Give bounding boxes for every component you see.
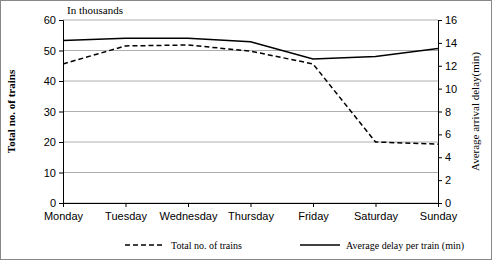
tick-mark xyxy=(59,51,63,52)
tick-label: 12 xyxy=(445,60,457,72)
tick: 0 xyxy=(438,197,451,209)
tick-label: 10 xyxy=(445,83,457,95)
tick-label: Wednesday xyxy=(160,210,218,222)
line-series xyxy=(63,45,438,144)
tick: Tuesday xyxy=(105,203,147,222)
tick-mark xyxy=(438,134,442,135)
tick-label: 14 xyxy=(445,37,457,49)
tick-label: 0 xyxy=(50,197,56,209)
tick-mark xyxy=(59,112,63,113)
tick-label: Friday xyxy=(298,210,329,222)
tick-mark xyxy=(438,180,442,181)
tick-label: Monday xyxy=(44,210,84,222)
tick-label: Sunday xyxy=(420,210,458,222)
frame xyxy=(1,1,492,260)
tick-mark xyxy=(251,203,252,207)
tick: 40 xyxy=(44,75,63,87)
legend: Total no. of trains Average delay per tra… xyxy=(125,240,464,252)
tick: 10 xyxy=(44,167,63,179)
legend-label: Average delay per train (min) xyxy=(346,240,464,252)
tick-mark xyxy=(126,203,127,207)
legend-swatch xyxy=(125,244,165,246)
tick: Sunday xyxy=(420,203,458,222)
y-axis: 0 10 20 30 40 50 60 xyxy=(44,14,64,209)
tick-mark xyxy=(59,173,63,174)
tick-mark xyxy=(59,20,63,21)
tick: 8 xyxy=(438,106,451,118)
tick-label: Thursday xyxy=(228,210,274,222)
plot-area xyxy=(63,38,438,144)
x-axis: Monday Tuesday Wednesday Thursday Friday Satu… xyxy=(44,203,458,222)
tick-label: 20 xyxy=(44,136,56,148)
annotation: In thousands xyxy=(67,4,123,16)
tick-label: 16 xyxy=(445,14,457,26)
tick-label: 30 xyxy=(44,106,56,118)
tick-mark xyxy=(438,203,439,207)
tick: 16 xyxy=(438,14,457,26)
tick-label: 50 xyxy=(44,45,56,57)
tick: Wednesday xyxy=(160,203,218,222)
axis-line xyxy=(64,204,439,208)
tick: 50 xyxy=(44,45,63,57)
tick-mark xyxy=(438,112,442,113)
tick-mark xyxy=(438,157,442,158)
axis-line xyxy=(439,21,443,204)
tick-mark xyxy=(313,203,314,207)
tick: Thursday xyxy=(228,203,274,222)
legend-swatch xyxy=(300,244,340,246)
tick: Monday xyxy=(44,203,84,222)
legend-item: Total no. of trains xyxy=(125,240,242,251)
tick-mark xyxy=(59,81,63,82)
tick: 30 xyxy=(44,106,63,118)
y-axis-title: Total no. of trains xyxy=(5,69,17,153)
grid-line xyxy=(63,111,438,112)
tick: 0 xyxy=(50,197,63,209)
grid-line xyxy=(63,20,438,21)
tick-mark xyxy=(188,203,189,207)
line-series xyxy=(63,38,438,59)
tick: 10 xyxy=(438,83,457,95)
tick-label: 60 xyxy=(44,14,56,26)
tick-label: Tuesday xyxy=(105,210,147,222)
tick-label: 10 xyxy=(44,167,56,179)
tick: 60 xyxy=(44,14,63,26)
tick: 2 xyxy=(438,174,451,186)
tick: Saturday xyxy=(354,203,399,222)
tick: 4 xyxy=(438,151,451,163)
y2-axis: 0 2 4 6 8 10 12 14 16 xyxy=(438,14,457,209)
chart: 0 10 20 30 40 50 60 0 2 4 6 8 10 12 14 16 Monday Tuesday W… xyxy=(0,0,493,261)
legend-item: Average delay per train (min) xyxy=(300,240,464,252)
tick: 6 xyxy=(438,128,451,140)
tick-mark xyxy=(59,203,63,204)
axis-line xyxy=(59,21,64,204)
tick-mark xyxy=(438,66,442,67)
tick-mark xyxy=(438,89,442,90)
tick-mark xyxy=(63,203,64,207)
tick-mark xyxy=(438,20,442,21)
legend-label: Total no. of trains xyxy=(171,240,242,251)
grid-line xyxy=(63,81,438,82)
tick: 14 xyxy=(438,37,457,49)
tick-label: 4 xyxy=(445,151,451,163)
tick-label: Saturday xyxy=(354,210,399,222)
tick: 20 xyxy=(44,136,63,148)
tick: 12 xyxy=(438,60,457,72)
y2-axis-title: Average arrival delay(min) xyxy=(469,52,482,171)
tick-mark xyxy=(376,203,377,207)
grid-line xyxy=(63,50,438,51)
grid-line xyxy=(63,172,438,173)
tick-label: 6 xyxy=(445,128,451,140)
grid xyxy=(63,20,438,203)
tick: Friday xyxy=(298,203,329,222)
tick-label: 0 xyxy=(445,197,451,209)
tick-label: 40 xyxy=(44,75,56,87)
tick-label: 8 xyxy=(445,106,451,118)
tick-mark xyxy=(59,142,63,143)
tick-label: 2 xyxy=(445,174,451,186)
tick-mark xyxy=(438,43,442,44)
